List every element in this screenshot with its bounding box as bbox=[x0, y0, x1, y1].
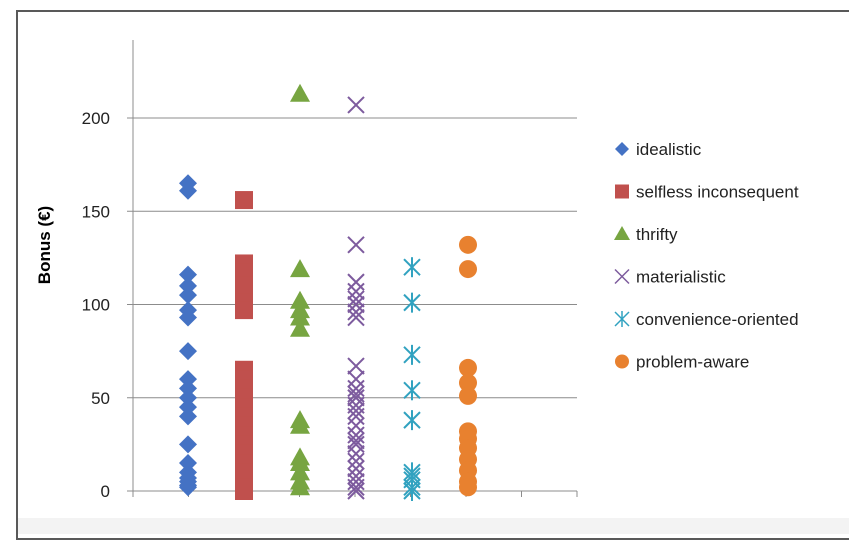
legend-marker bbox=[614, 311, 630, 327]
data-point bbox=[347, 452, 365, 470]
data-point bbox=[347, 295, 365, 314]
data-point bbox=[459, 373, 477, 392]
legend-label: selfless inconsequent bbox=[636, 183, 799, 202]
data-point bbox=[290, 290, 310, 309]
data-points bbox=[179, 83, 477, 501]
data-point bbox=[403, 257, 421, 278]
series-convenience-oriented bbox=[403, 257, 421, 501]
legend-label: thrifty bbox=[636, 225, 678, 244]
legend-label: convenience-oriented bbox=[636, 310, 799, 329]
y-tick-labels: 0 50 100 150 200 bbox=[82, 109, 110, 501]
legend-label: idealistic bbox=[636, 140, 702, 159]
data-point bbox=[179, 379, 197, 398]
series-materialistic bbox=[347, 96, 365, 500]
legend-marker bbox=[615, 142, 629, 156]
data-point bbox=[347, 370, 365, 388]
data-point bbox=[290, 462, 310, 481]
data-point bbox=[290, 453, 310, 472]
data-point bbox=[290, 477, 310, 496]
y-tick-label: 150 bbox=[82, 202, 110, 221]
y-tick-label: 0 bbox=[101, 482, 110, 501]
data-point bbox=[459, 386, 477, 405]
data-point bbox=[179, 370, 197, 389]
data-point bbox=[290, 307, 310, 326]
bottom-strip bbox=[18, 518, 849, 534]
data-point bbox=[290, 83, 310, 102]
data-point bbox=[347, 236, 365, 254]
data-point bbox=[290, 318, 310, 337]
data-point bbox=[459, 478, 477, 497]
data-point bbox=[179, 265, 197, 284]
data-point bbox=[403, 380, 421, 401]
data-point bbox=[347, 431, 365, 450]
legend-item-materialistic: materialistic bbox=[614, 268, 726, 287]
legend-label: materialistic bbox=[636, 268, 726, 287]
data-point bbox=[347, 417, 365, 435]
data-point bbox=[347, 282, 365, 301]
data-point bbox=[235, 191, 253, 210]
data-point bbox=[179, 435, 197, 454]
legend-marker bbox=[615, 354, 629, 369]
data-point bbox=[179, 342, 197, 361]
data-point bbox=[179, 454, 197, 473]
gridlines bbox=[133, 117, 577, 399]
legend-marker bbox=[615, 184, 629, 199]
legend: idealistic selfless inconsequent thrifty ma… bbox=[614, 140, 799, 372]
series-idealistic bbox=[179, 174, 197, 497]
data-point bbox=[179, 478, 197, 497]
series-problem-aware bbox=[459, 235, 477, 497]
data-point bbox=[403, 344, 421, 365]
data-point bbox=[347, 96, 365, 114]
data-point bbox=[179, 398, 197, 417]
data-point bbox=[179, 407, 197, 426]
legend-item-selfless-inconsequent: selfless inconsequent bbox=[615, 183, 799, 202]
y-tick-label: 100 bbox=[82, 296, 110, 315]
data-point bbox=[179, 308, 197, 327]
legend-item-problem-aware: problem-aware bbox=[615, 353, 749, 372]
legend-marker bbox=[614, 268, 630, 285]
data-point bbox=[347, 444, 365, 463]
y-tick-label: 50 bbox=[91, 389, 110, 408]
data-point bbox=[347, 357, 365, 375]
chart-frame bbox=[16, 10, 849, 540]
data-point bbox=[235, 482, 253, 500]
data-point bbox=[235, 301, 253, 320]
data-point bbox=[459, 358, 477, 377]
data-point bbox=[347, 459, 365, 478]
data-point bbox=[179, 181, 197, 200]
data-point bbox=[347, 273, 365, 291]
legend-item-thrifty: thrifty bbox=[614, 225, 678, 244]
data-point bbox=[347, 482, 365, 500]
data-point bbox=[347, 402, 365, 420]
data-point bbox=[347, 478, 365, 496]
data-point bbox=[179, 388, 197, 407]
data-point bbox=[347, 389, 365, 407]
legend-label: problem-aware bbox=[636, 353, 749, 372]
data-point bbox=[459, 235, 477, 254]
series-thrifty bbox=[290, 83, 310, 496]
data-point bbox=[179, 276, 197, 295]
data-point bbox=[403, 481, 421, 501]
data-point bbox=[347, 290, 365, 308]
data-point bbox=[403, 292, 421, 313]
data-point bbox=[347, 435, 365, 454]
data-point bbox=[179, 286, 197, 305]
legend-item-convenience-oriented: convenience-oriented bbox=[614, 310, 799, 329]
legend-marker bbox=[614, 226, 630, 240]
data-point bbox=[290, 259, 310, 278]
legend-item-idealistic: idealistic bbox=[615, 140, 702, 159]
data-point bbox=[347, 303, 365, 321]
y-tick-label: 200 bbox=[82, 109, 110, 128]
data-point bbox=[347, 308, 365, 327]
data-point bbox=[235, 276, 253, 295]
y-axis-label: Bonus (€) bbox=[35, 206, 54, 284]
data-point bbox=[290, 415, 310, 434]
series-selfless-inconsequent bbox=[235, 191, 253, 500]
data-point bbox=[403, 410, 421, 431]
data-point bbox=[459, 260, 477, 279]
